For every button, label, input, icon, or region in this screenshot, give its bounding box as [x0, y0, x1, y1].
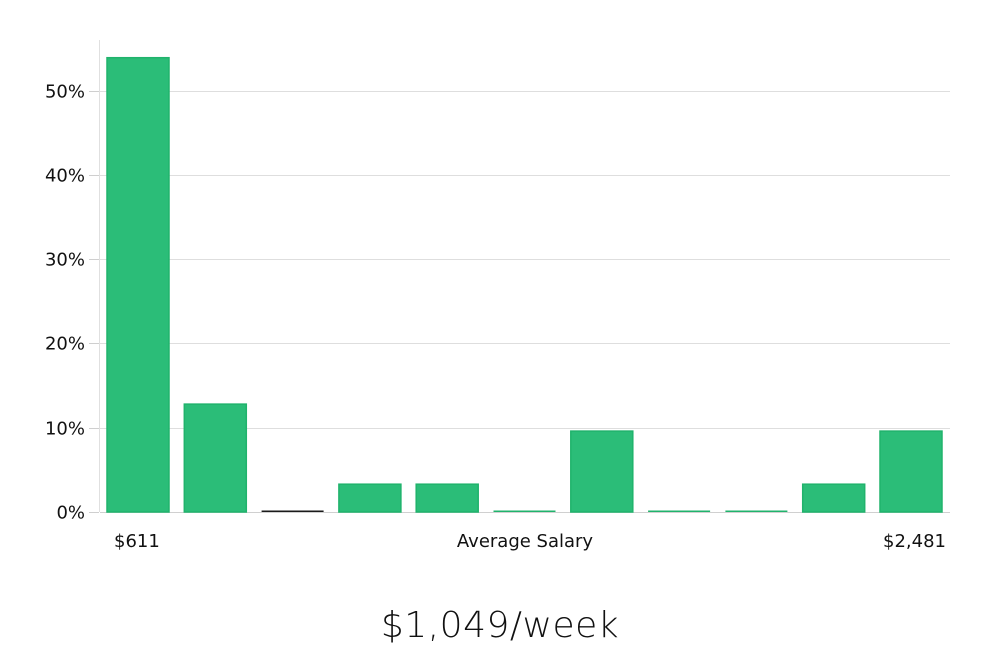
- bar-10: [801, 483, 866, 513]
- bar-11: [879, 430, 943, 513]
- bars: [106, 56, 943, 513]
- salary-histogram: 0% 10% 20% 30% 40% 50% $611 Average Salary $2…: [45, 40, 950, 552]
- y-tick-label-20: 20%: [45, 334, 85, 355]
- bar-7: [570, 430, 634, 513]
- y-tick-label-30: 30%: [45, 250, 85, 271]
- bar-4: [338, 483, 402, 513]
- bar-1: [106, 56, 170, 513]
- y-tick-label-40: 40%: [45, 166, 85, 187]
- y-axis-ticks: 0% 10% 20% 30% 40% 50%: [45, 82, 99, 524]
- bar-5: [415, 483, 479, 513]
- x-min-label: $611: [114, 531, 160, 552]
- y-tick-label-10: 10%: [45, 419, 85, 440]
- bar-2: [183, 403, 248, 513]
- x-axis-title: Average Salary: [457, 531, 594, 552]
- average-salary-value: $1,049/week: [380, 605, 620, 646]
- bar-3: [261, 510, 324, 512]
- y-tick-label-0: 0%: [56, 503, 85, 524]
- bar-9: [725, 510, 788, 512]
- y-tick-label-50: 50%: [45, 82, 85, 103]
- bar-6: [493, 510, 556, 512]
- x-max-label: $2,481: [883, 531, 946, 552]
- bar-8: [648, 510, 711, 512]
